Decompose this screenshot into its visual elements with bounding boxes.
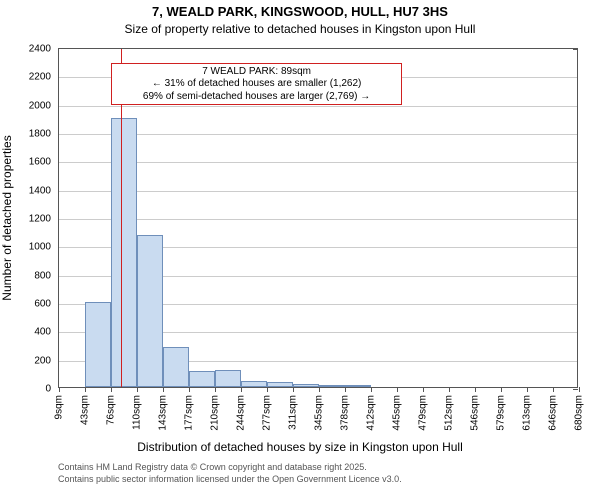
x-tick-label: 646sqm bbox=[547, 387, 558, 431]
y-tick-label: 1000 bbox=[29, 242, 59, 253]
x-tick-label: 244sqm bbox=[236, 387, 247, 431]
x-axis-label: Distribution of detached houses by size … bbox=[0, 440, 600, 454]
chart-title: 7, WEALD PARK, KINGSWOOD, HULL, HU7 3HS bbox=[0, 4, 600, 19]
y-tick-label: 800 bbox=[34, 270, 59, 281]
x-tick-label: 445sqm bbox=[391, 387, 402, 431]
histogram-bar bbox=[215, 370, 241, 387]
x-tick-label: 579sqm bbox=[495, 387, 506, 431]
x-tick-label: 378sqm bbox=[339, 387, 350, 431]
histogram-bar bbox=[189, 371, 215, 387]
x-tick-label: 177sqm bbox=[184, 387, 195, 431]
y-tick-label: 2200 bbox=[29, 72, 59, 83]
chart-subtitle: Size of property relative to detached ho… bbox=[0, 22, 600, 36]
footer-line-2: Contains public sector information licen… bbox=[58, 474, 402, 484]
x-tick-label: 345sqm bbox=[314, 387, 325, 431]
histogram-bar bbox=[241, 381, 267, 387]
x-tick-label: 110sqm bbox=[132, 387, 143, 430]
figure: 7, WEALD PARK, KINGSWOOD, HULL, HU7 3HS … bbox=[0, 0, 600, 500]
x-tick-label: 143sqm bbox=[157, 387, 168, 431]
y-tick-label: 400 bbox=[34, 327, 59, 338]
x-tick-label: 76sqm bbox=[105, 387, 116, 425]
histogram-bar bbox=[111, 118, 137, 387]
x-tick-label: 210sqm bbox=[209, 387, 220, 431]
x-tick-label: 277sqm bbox=[261, 387, 272, 431]
annotation-line: 7 WEALD PARK: 89sqm bbox=[116, 66, 397, 79]
histogram-bar bbox=[137, 235, 163, 387]
annotation-line: ← 31% of detached houses are smaller (1,… bbox=[116, 78, 397, 91]
histogram-bar bbox=[345, 385, 371, 387]
y-tick-label: 600 bbox=[34, 299, 59, 310]
x-tick-label: 9sqm bbox=[54, 387, 65, 419]
annotation-line: 69% of semi-detached houses are larger (… bbox=[116, 91, 397, 104]
x-tick-label: 43sqm bbox=[80, 387, 91, 425]
y-tick-label: 2000 bbox=[29, 100, 59, 111]
x-tick-label: 311sqm bbox=[288, 387, 299, 430]
x-tick-label: 546sqm bbox=[470, 387, 481, 431]
annotation-box: 7 WEALD PARK: 89sqm← 31% of detached hou… bbox=[111, 63, 402, 105]
y-tick-label: 1200 bbox=[29, 214, 59, 225]
x-tick-label: 613sqm bbox=[522, 387, 533, 431]
histogram-bar bbox=[319, 385, 345, 387]
x-tick-label: 479sqm bbox=[418, 387, 429, 431]
y-tick-label: 1600 bbox=[29, 157, 59, 168]
x-tick-label: 512sqm bbox=[443, 387, 454, 431]
footer-line-1: Contains HM Land Registry data © Crown c… bbox=[58, 462, 367, 472]
y-axis-label: Number of detached properties bbox=[0, 135, 14, 300]
y-tick-label: 200 bbox=[34, 355, 59, 366]
y-tick-label: 1400 bbox=[29, 185, 59, 196]
histogram-bar bbox=[267, 382, 293, 387]
y-tick-mark bbox=[573, 49, 578, 50]
x-tick-label: 412sqm bbox=[366, 387, 377, 431]
y-tick-label: 2400 bbox=[29, 44, 59, 55]
y-tick-label: 1800 bbox=[29, 129, 59, 140]
histogram-bar bbox=[163, 347, 189, 387]
histogram-bar bbox=[293, 384, 319, 387]
histogram-bar bbox=[85, 302, 111, 387]
plot-area: 0200400600800100012001400160018002000220… bbox=[58, 48, 578, 388]
gridline bbox=[59, 106, 577, 107]
x-tick-label: 680sqm bbox=[574, 387, 585, 431]
